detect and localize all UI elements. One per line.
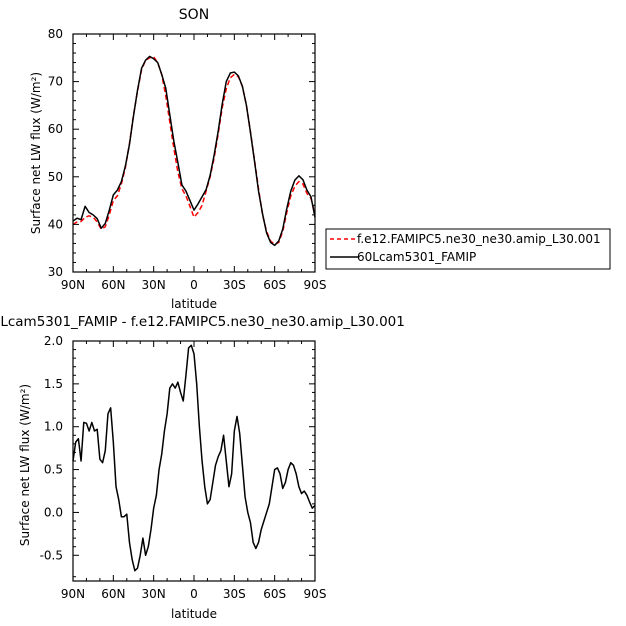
top-y-tick-label: 60	[48, 122, 63, 136]
bottom-y-axis-label: Surface net LW flux (W/m²)	[18, 384, 32, 546]
top-x-tick-label: 0	[190, 278, 198, 292]
top-y-tick-label: 80	[48, 27, 63, 41]
top-y-tick-label: 70	[48, 75, 63, 89]
bottom-plot-frame	[72, 340, 316, 582]
bottom-x-tick-label: 60N	[101, 587, 125, 601]
top-chart: SON 90N 60N 30N 0 30S 60S 90S 30 40 50 60 70 80 lati…	[29, 7, 611, 311]
top-x-tick-label: 30S	[223, 278, 246, 292]
top-x-tick-label: 90N	[61, 278, 85, 292]
bottom-series-layer	[72, 344, 316, 572]
bottom-x-tick-label: 30N	[142, 587, 166, 601]
bottom-x-tick-label: 0	[190, 587, 198, 601]
legend-label-series-2: 60Lcam5301_FAMIP	[357, 250, 476, 264]
top-y-tick-label: 30	[48, 265, 63, 279]
top-x-tick-label: 90S	[304, 278, 327, 292]
top-x-tick-label: 60N	[101, 278, 125, 292]
bottom-x-tick-label: 90N	[61, 587, 85, 601]
legend-label-series-1: f.e12.FAMIPC5.ne30_ne30.amip_L30.001	[357, 232, 601, 246]
top-x-axis-label: latitude	[171, 297, 217, 311]
bottom-y-tick-label: 0.5	[44, 463, 63, 477]
bottom-x-tick-label: 30S	[223, 587, 246, 601]
bottom-chart-title: 60Lcam5301_FAMIP - f.e12.FAMIPC5.ne30_ne…	[0, 314, 405, 330]
top-plot-frame	[72, 33, 316, 273]
top-series-layer	[72, 55, 316, 247]
bottom-y-tick-label: 0.0	[44, 505, 63, 519]
bottom-x-tick-label: 60S	[263, 587, 286, 601]
top-x-tick-label: 60S	[263, 278, 286, 292]
legend-box	[325, 228, 611, 270]
top-series-line-1	[72, 56, 316, 246]
bottom-chart: 60Lcam5301_FAMIP - f.e12.FAMIPC5.ne30_ne…	[0, 314, 405, 621]
top-x-tick-label: 30N	[142, 278, 166, 292]
bottom-y-tick-label: 1.0	[44, 420, 63, 434]
bottom-y-tick-label: -0.5	[40, 548, 63, 562]
top-chart-title: SON	[179, 7, 209, 23]
bottom-x-axis-label: latitude	[171, 607, 217, 621]
top-y-axis-label: Surface net LW flux (W/m²)	[29, 72, 43, 234]
bottom-y-tick-label: 1.5	[44, 377, 63, 391]
top-y-tick-label: 50	[48, 170, 63, 184]
bottom-y-tick-label: 2.0	[44, 334, 63, 348]
top-y-tick-label: 40	[48, 217, 63, 231]
bottom-series-line-1	[72, 344, 316, 572]
bottom-x-tick-label: 90S	[304, 587, 327, 601]
top-series-line-2	[72, 55, 316, 247]
top-legend: f.e12.FAMIPC5.ne30_ne30.amip_L30.001 60L…	[325, 228, 611, 270]
